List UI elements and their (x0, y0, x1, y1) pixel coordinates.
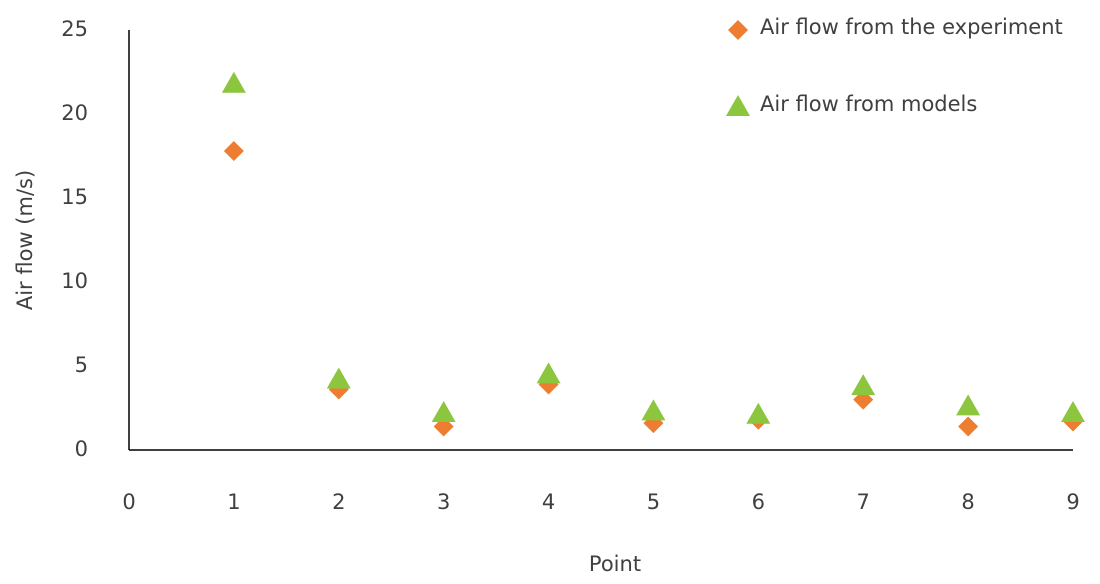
x-tick-label: 1 (227, 490, 240, 514)
x-tick-label: 3 (437, 490, 450, 514)
data-point (1061, 401, 1085, 423)
data-point (223, 140, 244, 161)
x-axis-label: Point (589, 552, 641, 576)
data-point (431, 401, 456, 423)
legend-marker (728, 20, 748, 40)
x-tick-label: 9 (1066, 490, 1079, 514)
x-tick-label: 4 (542, 490, 555, 514)
legend-marker (726, 95, 750, 116)
x-tick-label: 5 (647, 490, 660, 514)
x-tick-label: 2 (332, 490, 345, 514)
y-tick-label: 0 (75, 437, 88, 461)
x-tick-label: 8 (961, 490, 974, 514)
data-point (221, 71, 246, 93)
x-tick-label: 7 (857, 490, 870, 514)
data-point (956, 394, 981, 416)
legend-label: Air flow from models (760, 92, 977, 116)
data-point (851, 374, 876, 396)
data-point (536, 362, 561, 384)
y-tick-label: 10 (61, 269, 88, 293)
x-tick-label: 6 (752, 490, 765, 514)
y-tick-label: 25 (61, 17, 88, 41)
y-tick-label: 15 (61, 185, 88, 209)
data-point (641, 399, 666, 421)
x-tick-label: 0 (122, 490, 135, 514)
data-point (958, 416, 979, 437)
y-tick-label: 5 (75, 353, 88, 377)
y-axis-label: Air flow (m/s) (13, 170, 37, 310)
data-point (746, 402, 771, 424)
data-point (326, 367, 351, 389)
y-tick-label: 20 (61, 101, 88, 125)
legend-label: Air flow from the experiment (760, 15, 1063, 39)
